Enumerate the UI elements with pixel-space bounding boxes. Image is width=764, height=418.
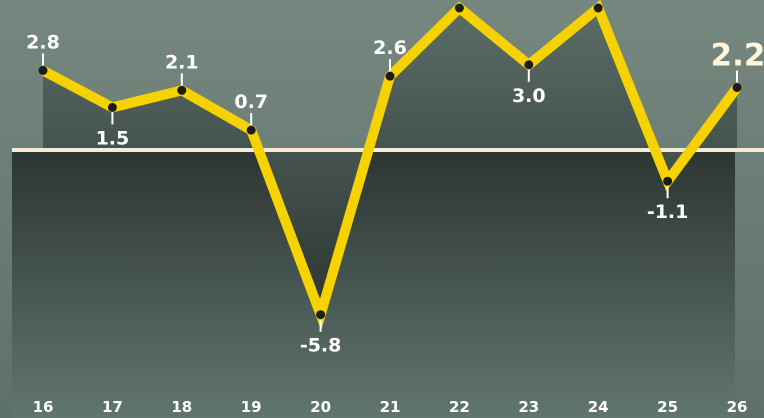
- x-tick-18: 18: [171, 398, 192, 416]
- data-point-26: [732, 83, 742, 93]
- x-tick-21: 21: [380, 398, 401, 416]
- label-layer: 2.8 1.5 2.1 0.7 -5.8 2.6 3.0 -1.1 2.2: [26, 31, 764, 356]
- x-axis: 16 17 18 19 20 21 22 23 24 25 26: [33, 398, 748, 416]
- data-point-24: [593, 3, 603, 13]
- x-tick-25: 25: [657, 398, 678, 416]
- x-tick-19: 19: [241, 398, 262, 416]
- x-tick-22: 22: [449, 398, 470, 416]
- data-label-23: 3.0: [512, 85, 546, 107]
- data-point-16: [38, 65, 48, 75]
- data-point-22: [454, 3, 464, 13]
- x-tick-23: 23: [518, 398, 539, 416]
- data-label-19: 0.7: [234, 91, 268, 113]
- positive-area: [43, 8, 737, 315]
- x-tick-17: 17: [102, 398, 123, 416]
- data-point-20: [316, 310, 326, 320]
- data-point-19: [246, 125, 256, 135]
- x-tick-26: 26: [727, 398, 748, 416]
- data-point-25: [663, 176, 673, 186]
- x-tick-24: 24: [588, 398, 609, 416]
- data-point-18: [177, 85, 187, 95]
- data-label-18: 2.1: [165, 51, 199, 73]
- marker-layer: [38, 3, 742, 320]
- area-layer: [12, 8, 737, 418]
- x-tick-16: 16: [33, 398, 54, 416]
- data-label-26: 2.2: [711, 38, 764, 74]
- data-point-17: [107, 102, 117, 112]
- negative-area: [12, 150, 735, 418]
- data-point-21: [385, 71, 395, 81]
- data-label-17: 1.5: [96, 127, 130, 149]
- data-label-20: -5.8: [300, 335, 342, 357]
- data-label-25: -1.1: [647, 201, 689, 223]
- data-label-16: 2.8: [26, 31, 60, 53]
- data-point-23: [524, 60, 534, 70]
- data-label-21: 2.6: [373, 37, 407, 59]
- x-tick-20: 20: [310, 398, 331, 416]
